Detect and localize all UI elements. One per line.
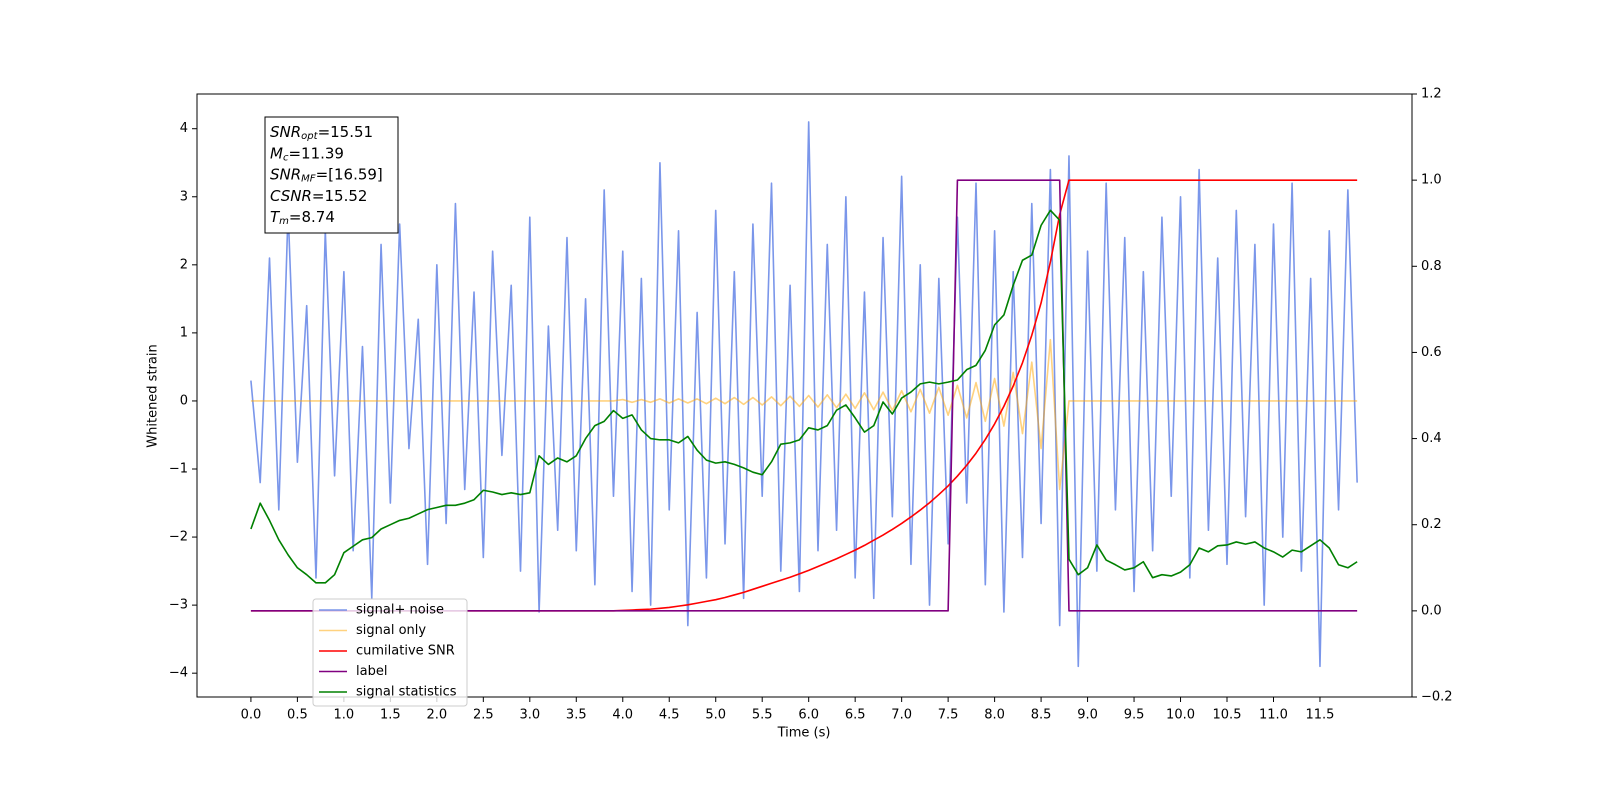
legend-label: signal+ noise [356,603,444,618]
x-tick-label: 2.0 [426,708,447,723]
x-tick-label: 11.0 [1259,708,1288,723]
series-line [250,338,1358,491]
x-tick-label: 4.0 [612,708,633,723]
annotation-box: SNRopt=15.51Mc=11.39SNRMF=[16.59]CSNR=15… [264,116,399,234]
annotation-subscript: m [279,216,289,227]
annotation-subscript: opt [301,131,318,142]
annotation-text: =8.74 [289,208,335,226]
annotation-text: =15.51 [318,123,374,141]
annotation-line: CSNR=15.52 [270,187,367,205]
y2-tick-label: 0.6 [1421,345,1442,360]
annotation-line: SNRMF=[16.59] [270,166,383,185]
annotation-text: =15.52 [312,187,368,205]
x-tick-label: 11.5 [1305,708,1334,723]
series-line [250,209,1358,584]
x-tick-label: 6.5 [845,708,866,723]
y2-tick-label: 0.0 [1421,603,1442,618]
x-tick-label: 7.0 [891,708,912,723]
y-tick-label: 4 [180,121,188,136]
x-tick-label: 1.0 [334,708,355,723]
x-tick-label: 8.0 [984,708,1005,723]
legend-frame [312,598,468,707]
x-tick-label: 7.5 [938,708,959,723]
y2-tick-label: 1.2 [1421,87,1442,102]
legend-label: label [356,664,387,679]
annotation-text: =11.39 [288,144,344,162]
y-tick-label: −1 [169,462,188,477]
x-tick-label: 6.0 [798,708,819,723]
annotation-symbol: CSNR [270,187,312,205]
y-tick-label: −4 [169,666,188,681]
y2-tick-label: 0.4 [1421,431,1442,446]
legend: signal+ noise signal only cumilative SNR la… [312,598,468,707]
x-tick-label: 0.0 [241,708,262,723]
x-tick-label: 5.5 [752,708,773,723]
y-tick-label: −2 [169,530,188,545]
x-tick-label: 3.5 [566,708,587,723]
annotation-symbol: M [270,144,283,162]
x-axis-label: Time (s) [777,726,831,741]
annotation-symbol: T [270,208,281,226]
y-axis-label: Whitened strain [146,344,161,447]
legend-label: signal statistics [356,685,457,700]
x-tick-label: 1.5 [380,708,401,723]
x-tick-label: 2.5 [473,708,494,723]
annotation-subscript: c [283,152,289,163]
y2-tick-label: −0.2 [1421,690,1453,705]
y-tick-label: 0 [180,393,188,408]
annotation-line: Mc=11.39 [270,144,344,163]
x-tick-label: 5.0 [705,708,726,723]
annotation-subscript: MF [301,173,316,184]
legend-label: signal only [356,623,426,638]
y2-tick-label: 0.8 [1421,259,1442,274]
x-tick-label: 0.5 [287,708,308,723]
annotation-text: =[16.59] [316,166,383,184]
y-tick-label: 3 [180,189,188,204]
annotation-frame [264,116,399,234]
x-tick-label: 9.5 [1124,708,1145,723]
x-tick-label: 3.0 [519,708,540,723]
x-tick-label: 10.0 [1166,708,1195,723]
legend-label: cumilative SNR [356,644,455,659]
x-tick-label: 4.5 [659,708,680,723]
y-tick-label: −3 [169,598,188,613]
annotation-line: Tm=8.74 [270,208,335,227]
y-tick-label: 1 [180,325,188,340]
annotation-symbol: SNR [270,123,301,141]
series-line [250,121,1358,668]
y2-tick-label: 0.2 [1421,517,1442,532]
y2-tick-label: 1.0 [1421,173,1442,188]
y-tick-label: 2 [180,257,188,272]
annotation-symbol: SNR [270,166,301,184]
x-tick-label: 10.5 [1213,708,1242,723]
x-tick-label: 8.5 [1031,708,1052,723]
plot-frame [196,93,1413,698]
annotation-line: SNRopt=15.51 [270,123,373,142]
x-tick-label: 9.0 [1077,708,1098,723]
